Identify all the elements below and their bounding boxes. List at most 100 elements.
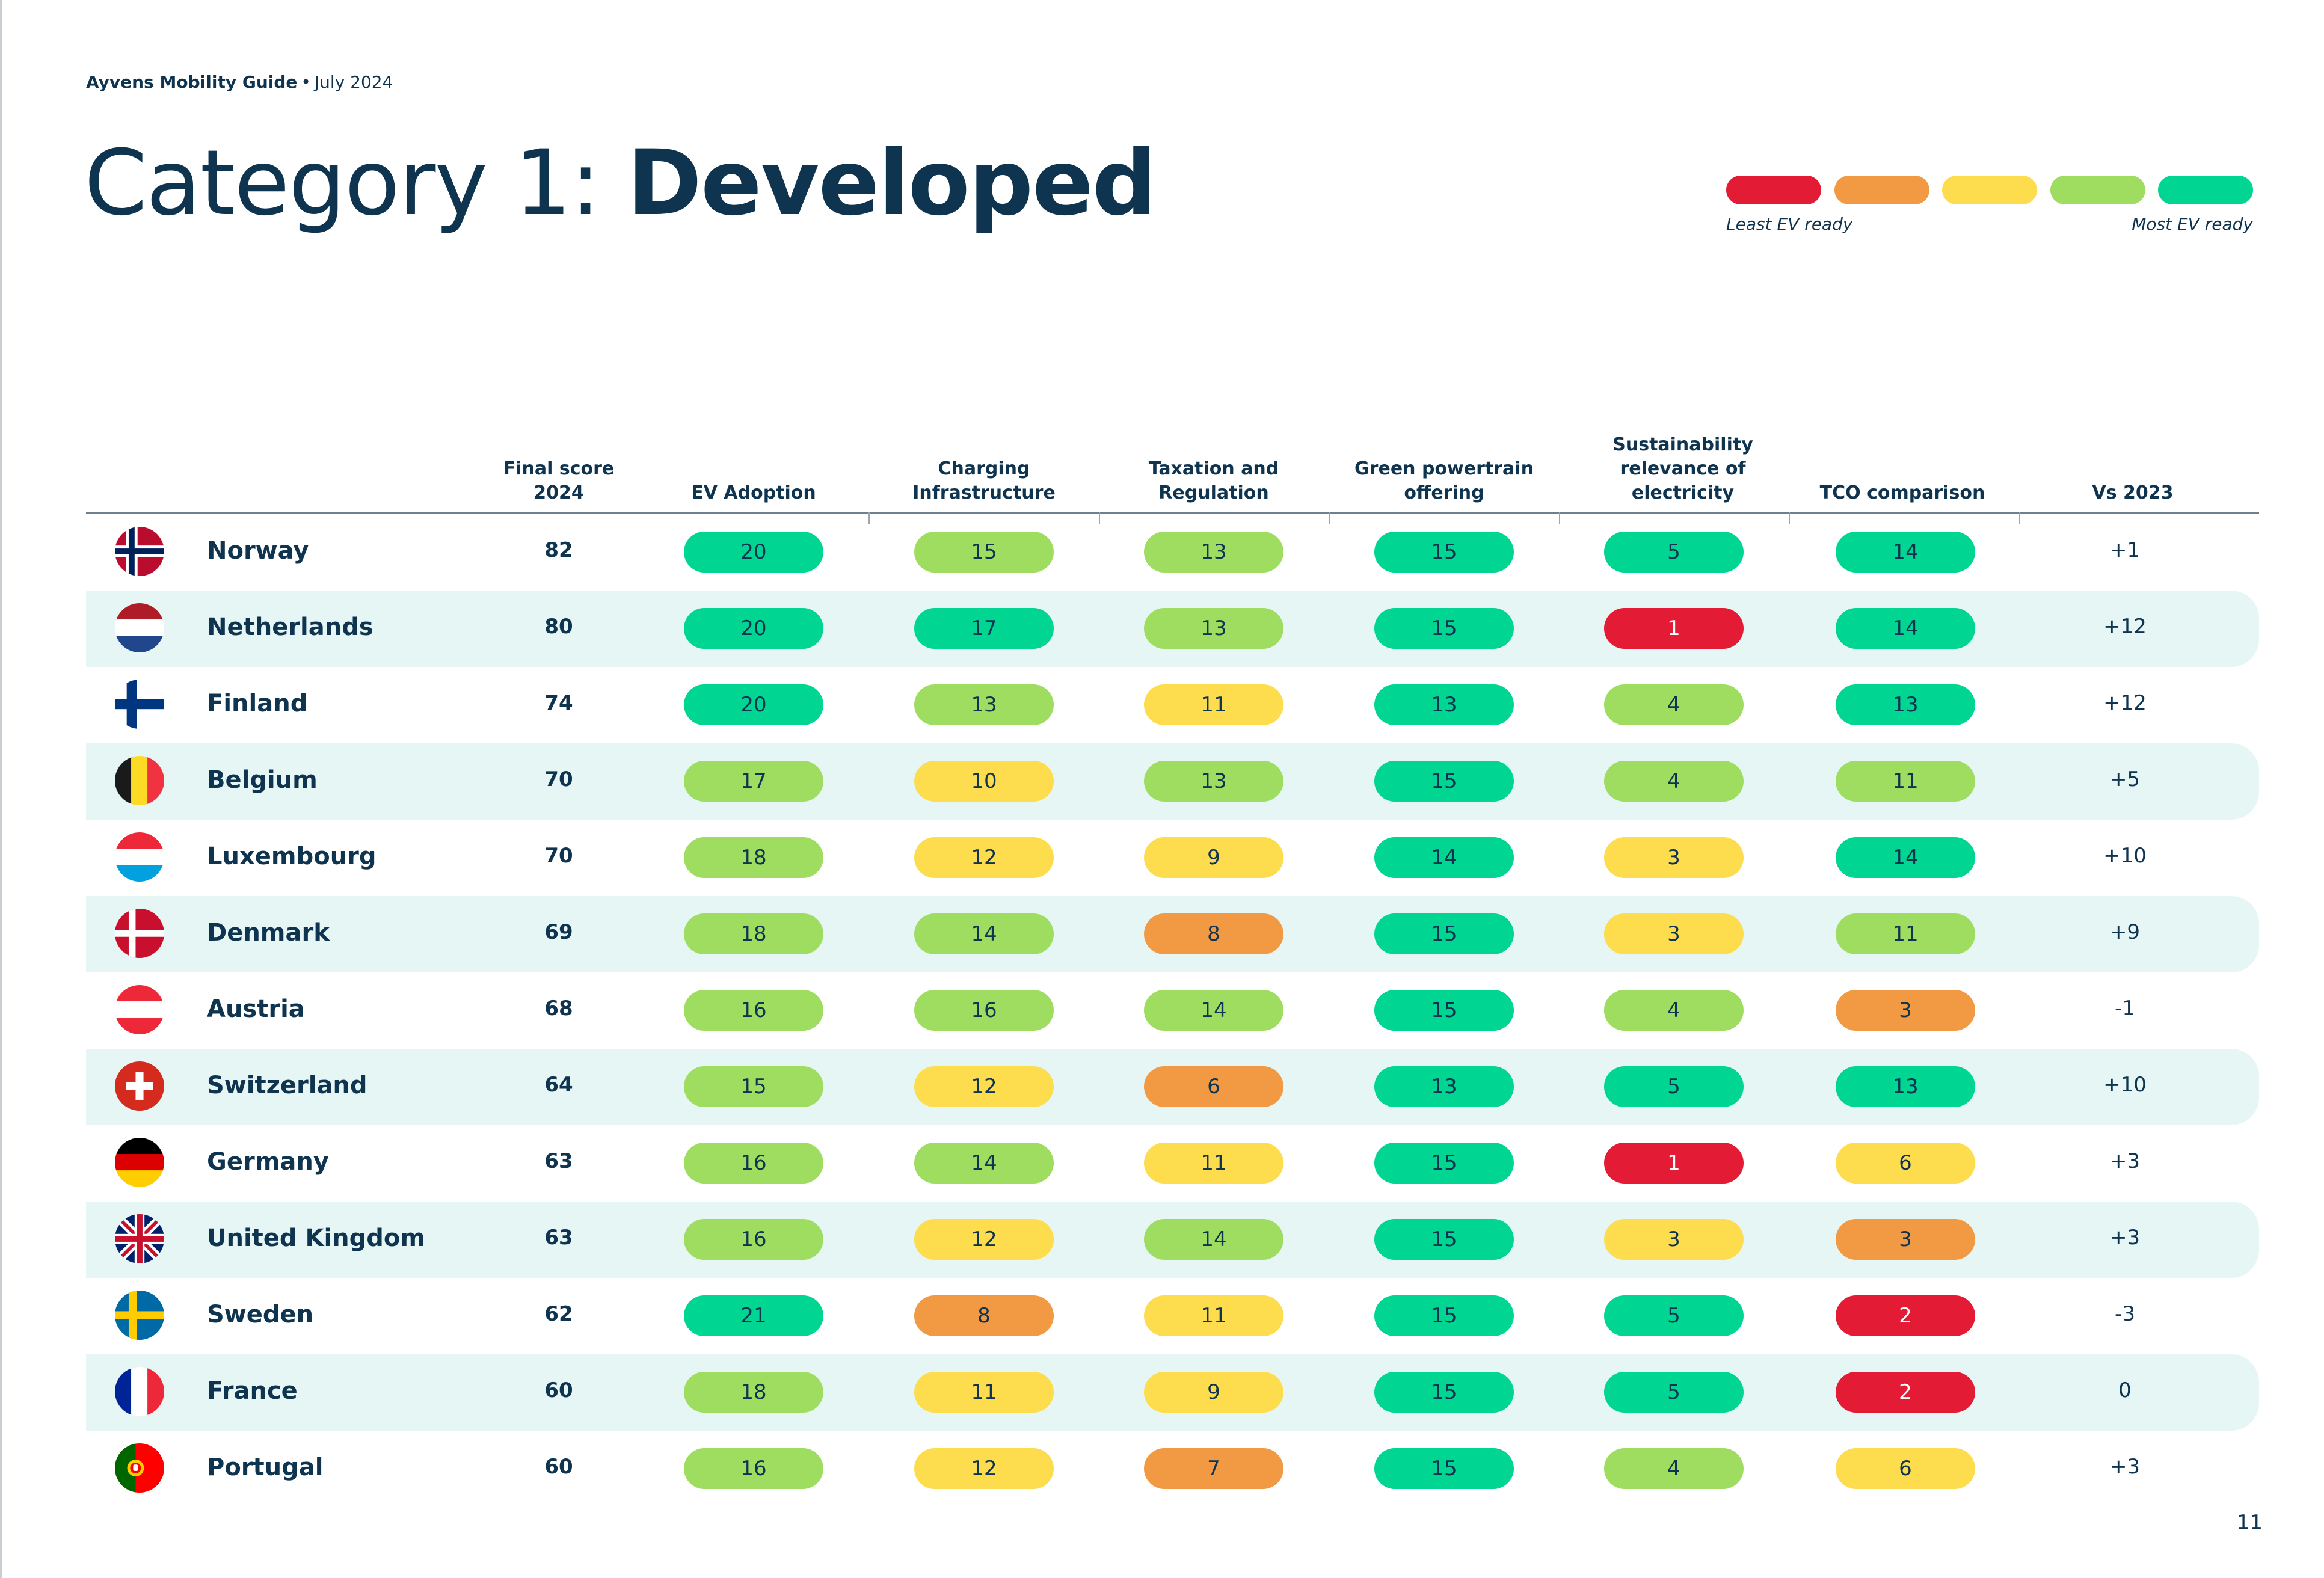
vs-2023-change: +9 xyxy=(2109,920,2141,944)
taxation-score-pill: 13 xyxy=(1144,761,1283,802)
country-name: Austria xyxy=(207,995,305,1023)
ev-adoption-score-pill: 18 xyxy=(684,837,823,878)
taxation-score-pill: 6 xyxy=(1144,1066,1283,1107)
switzerland-flag-icon xyxy=(115,1061,164,1111)
vs-2023-change: +1 xyxy=(2109,538,2141,562)
charging-score-pill: 11 xyxy=(914,1372,1054,1413)
table-row: Belgium 70 17 10 13 15 4 11 +5 xyxy=(86,743,2259,820)
table-row: Luxembourg 70 18 12 9 14 3 14 +10 xyxy=(86,820,2259,896)
table-row: Germany 63 16 14 11 15 1 6 +3 xyxy=(86,1125,2259,1202)
sustainability-score-pill: 3 xyxy=(1604,1219,1744,1260)
sustainability-score-pill: 4 xyxy=(1604,761,1744,802)
green-score-pill: 15 xyxy=(1374,990,1514,1031)
ev-adoption-score-pill: 15 xyxy=(684,1066,823,1107)
country-name: Belgium xyxy=(207,766,318,794)
country-name: Sweden xyxy=(207,1301,314,1328)
page-number: 11 xyxy=(2236,1511,2263,1535)
tco-score-pill: 13 xyxy=(1836,1066,1975,1107)
ev-adoption-score-pill: 20 xyxy=(684,608,823,649)
tco-score-pill: 11 xyxy=(1836,761,1975,802)
final-score: 82 xyxy=(544,538,573,562)
legend-swatch xyxy=(2050,176,2145,204)
green-score-pill: 13 xyxy=(1374,684,1514,725)
green-score-pill: 15 xyxy=(1374,1219,1514,1260)
vs-2023-change: +12 xyxy=(2103,615,2147,639)
final-score: 62 xyxy=(544,1302,573,1326)
country-name: Portugal xyxy=(207,1454,324,1481)
ev-adoption-score-pill: 21 xyxy=(684,1295,823,1336)
green-score-pill: 13 xyxy=(1374,1066,1514,1107)
ev-readiness-legend: Least EV ready Most EV ready xyxy=(1726,176,2253,242)
vs-2023-change: +3 xyxy=(2109,1149,2141,1173)
legend-swatch xyxy=(1834,176,1929,204)
country-name: Switzerland xyxy=(207,1072,367,1099)
column-divider-tick xyxy=(1329,512,1330,524)
column-header-final: Final score 2024 xyxy=(503,458,615,503)
tco-score-pill: 3 xyxy=(1836,1219,1975,1260)
table-row: United Kingdom 63 16 12 14 15 3 3 +3 xyxy=(86,1202,2259,1278)
sustainability-score-pill: 5 xyxy=(1604,532,1744,573)
column-header-sustainability: Sustainability relevance of electricity xyxy=(1612,434,1753,503)
final-score: 64 xyxy=(544,1073,573,1097)
sustainability-score-pill: 4 xyxy=(1604,990,1744,1031)
sustainability-score-pill: 5 xyxy=(1604,1295,1744,1336)
table-row: Denmark 69 18 14 8 15 3 11 +9 xyxy=(86,896,2259,972)
tco-score-pill: 14 xyxy=(1836,837,1975,878)
column-divider-tick xyxy=(1559,512,1560,524)
tco-score-pill: 13 xyxy=(1836,684,1975,725)
vs-2023-change: +10 xyxy=(2103,1073,2147,1097)
green-score-pill: 15 xyxy=(1374,761,1514,802)
country-name: Luxembourg xyxy=(207,843,377,870)
vs-2023-change: +12 xyxy=(2103,691,2147,715)
column-header-vs: Vs 2023 xyxy=(2092,482,2174,503)
table-row: Finland 74 20 13 11 13 4 13 +12 xyxy=(86,667,2259,743)
column-header-ev-adoption: EV Adoption xyxy=(691,482,816,503)
sustainability-score-pill: 5 xyxy=(1604,1066,1744,1107)
ev-adoption-score-pill: 16 xyxy=(684,1448,823,1489)
column-header-taxation: Taxation and Regulation xyxy=(1148,458,1279,503)
document-header: Ayvens Mobility Guide • July 2024 xyxy=(86,72,393,92)
tco-score-pill: 6 xyxy=(1836,1143,1975,1184)
header-date: July 2024 xyxy=(314,72,393,92)
green-score-pill: 15 xyxy=(1374,1295,1514,1336)
title-prefix: Category 1: xyxy=(84,131,601,236)
charging-score-pill: 12 xyxy=(914,1448,1054,1489)
sustainability-score-pill: 3 xyxy=(1604,837,1744,878)
header-separator: • xyxy=(301,72,311,92)
vs-2023-change: +5 xyxy=(2109,767,2141,791)
page-title: Category 1: Developed xyxy=(84,138,1157,229)
denmark-flag-icon xyxy=(115,909,164,958)
ev-readiness-table: Final score 2024 EV Adoption Charging Infr… xyxy=(86,421,2259,1507)
legend-swatch xyxy=(1726,176,1821,204)
legend-least-label: Least EV ready xyxy=(1726,214,1853,234)
taxation-score-pill: 11 xyxy=(1144,1143,1283,1184)
taxation-score-pill: 11 xyxy=(1144,684,1283,725)
vs-2023-change: +10 xyxy=(2103,844,2147,868)
final-score: 70 xyxy=(544,767,573,791)
legend-swatches xyxy=(1726,176,2253,204)
sustainability-score-pill: 3 xyxy=(1604,913,1744,954)
final-score: 60 xyxy=(544,1455,573,1479)
taxation-score-pill: 14 xyxy=(1144,1219,1283,1260)
ev-adoption-score-pill: 17 xyxy=(684,761,823,802)
table-row: Netherlands 80 20 17 13 15 1 14 +12 xyxy=(86,591,2259,667)
taxation-score-pill: 9 xyxy=(1144,1372,1283,1413)
country-name: Norway xyxy=(207,537,309,565)
charging-score-pill: 16 xyxy=(914,990,1054,1031)
tco-score-pill: 2 xyxy=(1836,1295,1975,1336)
sustainability-score-pill: 5 xyxy=(1604,1372,1744,1413)
page-edge xyxy=(0,0,2,1578)
country-name: Finland xyxy=(207,690,308,717)
country-name: Denmark xyxy=(207,919,330,947)
final-score: 80 xyxy=(544,615,573,639)
legend-swatch xyxy=(1942,176,2037,204)
legend-swatch xyxy=(2158,176,2253,204)
taxation-score-pill: 14 xyxy=(1144,990,1283,1031)
green-score-pill: 15 xyxy=(1374,608,1514,649)
sustainability-score-pill: 4 xyxy=(1604,1448,1744,1489)
charging-score-pill: 12 xyxy=(914,1219,1054,1260)
final-score: 60 xyxy=(544,1378,573,1402)
ev-adoption-score-pill: 16 xyxy=(684,1143,823,1184)
united-kingdom-flag-icon xyxy=(115,1214,164,1263)
finland-flag-icon xyxy=(115,680,164,729)
